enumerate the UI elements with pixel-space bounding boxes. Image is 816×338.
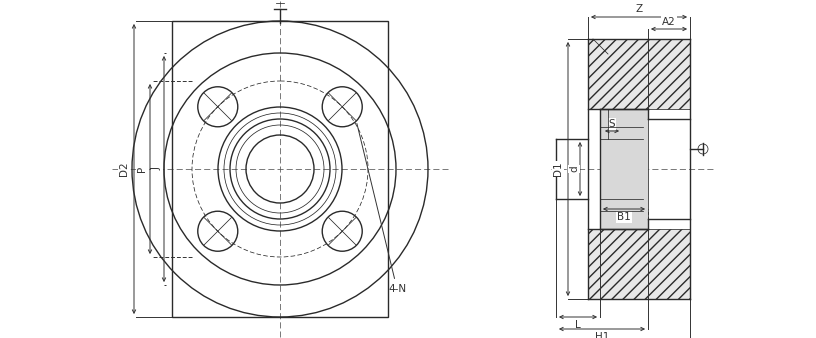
Text: J: J [152,168,162,170]
Bar [588,39,690,109]
Bar [172,21,388,317]
Text: P: P [137,166,147,172]
Bar [600,109,648,229]
Text: 4-N: 4-N [357,123,406,294]
Text: B1: B1 [617,212,631,222]
Bar [588,229,690,299]
Text: A2: A2 [662,17,676,27]
Text: D2: D2 [119,162,129,176]
Text: L: L [575,320,581,330]
Text: d: d [569,166,579,172]
Text: H1: H1 [595,332,610,338]
Text: D1: D1 [553,162,563,176]
Text: S: S [609,119,615,129]
Text: Z: Z [636,4,642,14]
